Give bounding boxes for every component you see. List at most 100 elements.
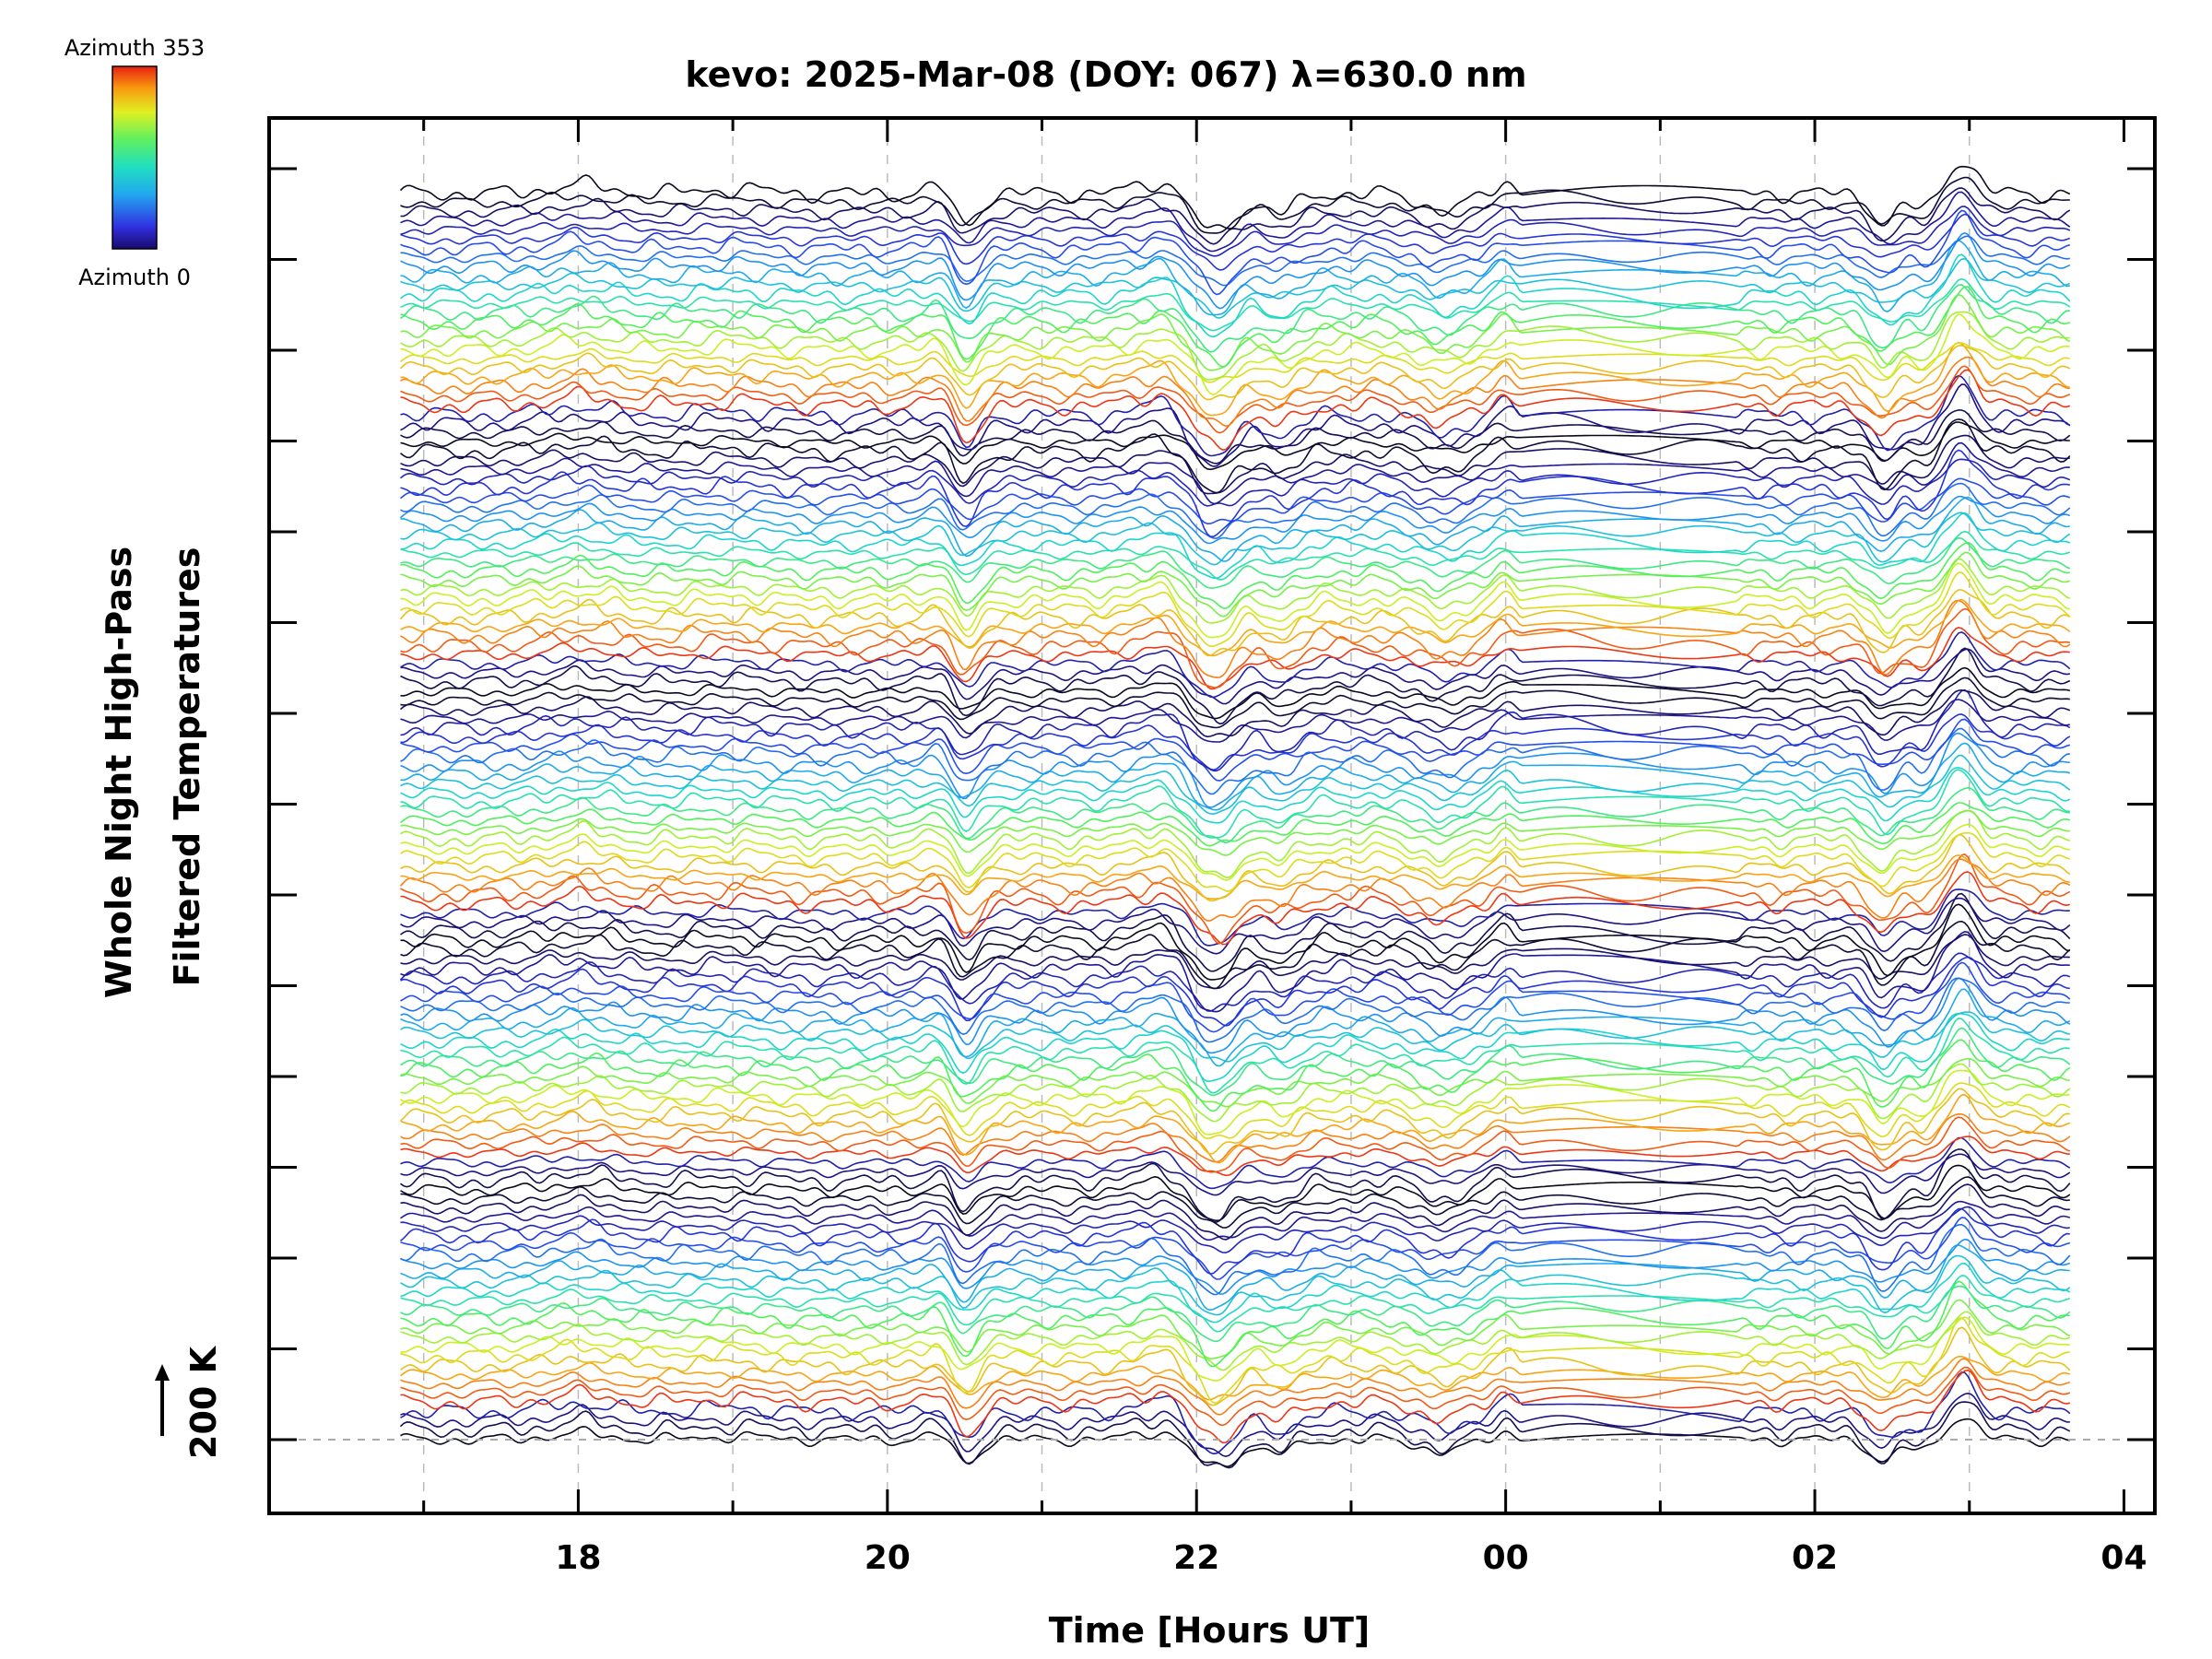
trace-line <box>400 1113 2071 1163</box>
trace-line <box>400 1371 2071 1455</box>
x-tick-label: 18 <box>555 1539 601 1577</box>
trace-line <box>400 418 2071 494</box>
trace-line <box>400 903 2070 981</box>
trace-line <box>400 677 2070 729</box>
trace-line <box>399 165 2071 230</box>
trace-line <box>400 209 2071 296</box>
trace-line <box>400 191 2071 253</box>
trace-line <box>400 1244 2070 1312</box>
trace-line <box>400 1311 2071 1371</box>
trace-line <box>400 626 2070 690</box>
trace-line <box>399 477 2071 525</box>
colorbar-top-label: Azimuth 353 <box>65 35 205 61</box>
trace-line <box>400 1238 2071 1295</box>
trace-line <box>400 293 2071 371</box>
trace-line <box>400 754 2071 815</box>
trace-line <box>400 1369 2070 1444</box>
x-tick-labels: 18 20 22 00 02 04 <box>555 1539 2147 1577</box>
trace-line <box>399 952 2071 1012</box>
trace-line <box>400 1223 2071 1296</box>
trace-line <box>399 858 2071 922</box>
trace-line <box>400 1135 2070 1177</box>
trace-line <box>400 458 2071 507</box>
trace-line <box>400 1254 2071 1316</box>
trace-line <box>400 1206 2070 1253</box>
trace-line <box>400 977 2071 1054</box>
trace-line <box>400 231 2071 310</box>
trace-line <box>400 742 2071 811</box>
trace-line <box>400 482 2071 539</box>
y-axis-label-line2: Filtered Temperatures <box>167 547 207 987</box>
trace-line <box>400 1063 2071 1123</box>
trace-line <box>400 892 2071 972</box>
trace-line <box>400 888 2070 947</box>
trace-line <box>400 871 2070 946</box>
trace-line <box>400 699 2071 743</box>
trace-line <box>400 831 2071 892</box>
trace-line <box>400 1392 2070 1458</box>
trace-line <box>400 257 2071 319</box>
trace-line <box>400 1116 2071 1173</box>
trace-line <box>400 930 2070 1013</box>
trace-line <box>400 512 2071 566</box>
trace-line <box>400 1176 2070 1229</box>
trace-line <box>400 988 2071 1067</box>
trace-line <box>399 1082 2071 1140</box>
trace-line <box>400 1217 2071 1280</box>
colorbar-bottom-label: Azimuth 0 <box>78 265 191 290</box>
trace-line <box>400 809 2070 856</box>
scale-bar-label: 200 K <box>183 1345 224 1459</box>
trace-line <box>400 421 2070 471</box>
y-axis-label-line1: Whole Night High-Pass <box>99 547 139 998</box>
trace-line <box>400 558 2071 624</box>
trace-line <box>400 727 2070 795</box>
trace-line <box>400 853 2071 945</box>
trace-line <box>400 512 2071 580</box>
trace-line <box>400 240 2070 316</box>
scale-bar: 200 K <box>155 1345 224 1459</box>
trace-line <box>400 313 2070 395</box>
trace-line <box>400 1057 2070 1108</box>
trace-line <box>400 1366 2071 1427</box>
trace-line <box>400 767 2071 824</box>
trace-line <box>400 536 2071 589</box>
trace-line <box>400 235 2070 287</box>
trace-line <box>400 897 2071 955</box>
trace-line <box>400 284 2070 353</box>
trace-line <box>400 1039 2071 1112</box>
trace-line <box>400 311 2070 381</box>
trace-line <box>400 562 2070 639</box>
chart-title: kevo: 2025-Mar-08 (DOY: 067) λ=630.0 nm <box>685 54 1526 95</box>
trace-line <box>400 956 2070 1027</box>
trace-line <box>400 1164 2071 1222</box>
trace-line <box>400 920 2071 990</box>
trace-line <box>400 1069 2070 1135</box>
trace-line <box>400 206 2071 257</box>
trace-line <box>400 1285 2071 1343</box>
x-tick-label: 02 <box>1792 1539 1838 1577</box>
traces <box>399 165 2071 1469</box>
trace-line <box>400 732 2070 809</box>
trace-line <box>400 253 2071 338</box>
trace-line <box>400 434 2070 495</box>
x-tick-label: 20 <box>865 1539 911 1577</box>
trace-line <box>400 1148 2071 1223</box>
trace-line <box>400 802 2071 847</box>
trace-line <box>400 342 2070 383</box>
trace-line <box>400 648 2070 705</box>
trace-line <box>400 1027 2071 1097</box>
trace-line <box>399 1088 2070 1155</box>
trace-line <box>400 1299 2071 1359</box>
trace-line <box>400 809 2070 878</box>
trace-line <box>399 589 2071 657</box>
trace-line <box>400 383 2071 467</box>
x-tick-label: 04 <box>2100 1539 2147 1577</box>
trace-line <box>399 1401 2071 1469</box>
trace-line <box>400 1316 2070 1404</box>
trace-line <box>400 786 2070 844</box>
trace-line <box>400 1153 2071 1196</box>
trace-line <box>400 409 2071 465</box>
trace-line <box>400 631 2071 699</box>
trace-line <box>400 1280 2070 1368</box>
